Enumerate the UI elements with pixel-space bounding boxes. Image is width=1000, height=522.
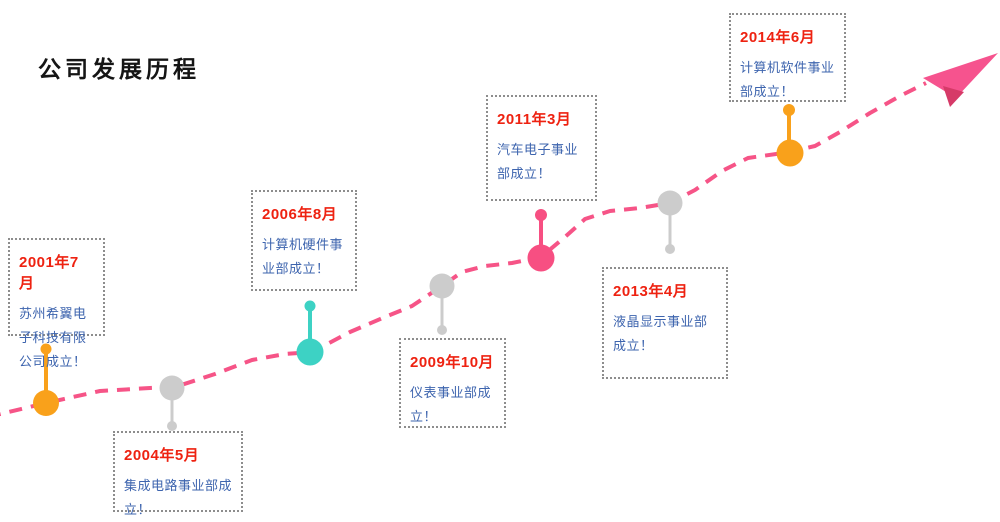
milestone-pin-2014 [776,104,804,167]
milestone-date: 2011年3月 [497,111,572,128]
pin-cap [665,244,675,254]
milestone-date: 2004年5月 [124,447,200,464]
milestone-desc: 液晶显示事业部成立！ [613,314,708,354]
plane-wing [923,53,998,98]
pin-cap [40,343,52,355]
page-title: 公司发展历程 [38,56,200,82]
milestone-dot [657,190,683,216]
milestone-card-2013: 2013年4月 液晶显示事业部成立！ [602,267,728,379]
milestone-card-2001: 2001年7月 苏州希翼电子科技有限公司成立！ [8,238,105,369]
milestone-pin-2004 [159,375,185,431]
milestone-card-2004: 2004年5月 集成电路事业部成立！ [113,431,243,517]
milestone-pin-2006 [296,300,324,366]
milestone-desc: 计算机软件事业部成立！ [740,60,835,100]
milestone-desc: 计算机硬件事业部成立！ [262,237,344,277]
milestone-dot [429,273,455,299]
milestone-pin-2011 [527,209,555,272]
milestone-dot [527,244,555,272]
pin-cap [535,209,547,221]
milestone-card-2009: 2009年10月 仪表事业部成立！ [399,338,506,428]
pin-cap [167,421,177,431]
pin-cap [783,104,795,116]
milestone-date: 2014年6月 [740,29,816,46]
milestone-dot [776,139,804,167]
milestone-desc: 集成电路事业部成立！ [124,478,233,518]
milestone-date: 2001年7月 [19,254,79,292]
milestone-dot [296,338,324,366]
milestone-desc: 苏州希翼电子科技有限公司成立！ [19,306,87,370]
milestone-dot [33,390,59,416]
milestone-date: 2009年10月 [410,354,495,371]
milestone-card-2011: 2011年3月 汽车电子事业部成立！ [486,95,597,201]
milestone-pin-2013 [657,190,683,254]
pin-cap [304,300,316,312]
milestone-date: 2013年4月 [613,283,689,300]
milestone-pin-2001 [33,343,59,416]
milestone-card-2006: 2006年8月 计算机硬件事业部成立！ [251,190,357,291]
plane-keel [943,86,964,107]
milestone-pin-2009 [429,273,455,335]
milestone-dot [159,375,185,401]
paper-plane-icon [923,53,998,107]
milestone-desc: 仪表事业部成立！ [410,385,492,425]
milestone-desc: 汽车电子事业部成立！ [497,142,579,182]
pin-cap [437,325,447,335]
milestone-card-2014: 2014年6月 计算机软件事业部成立！ [729,13,846,102]
milestone-date: 2006年8月 [262,206,338,223]
